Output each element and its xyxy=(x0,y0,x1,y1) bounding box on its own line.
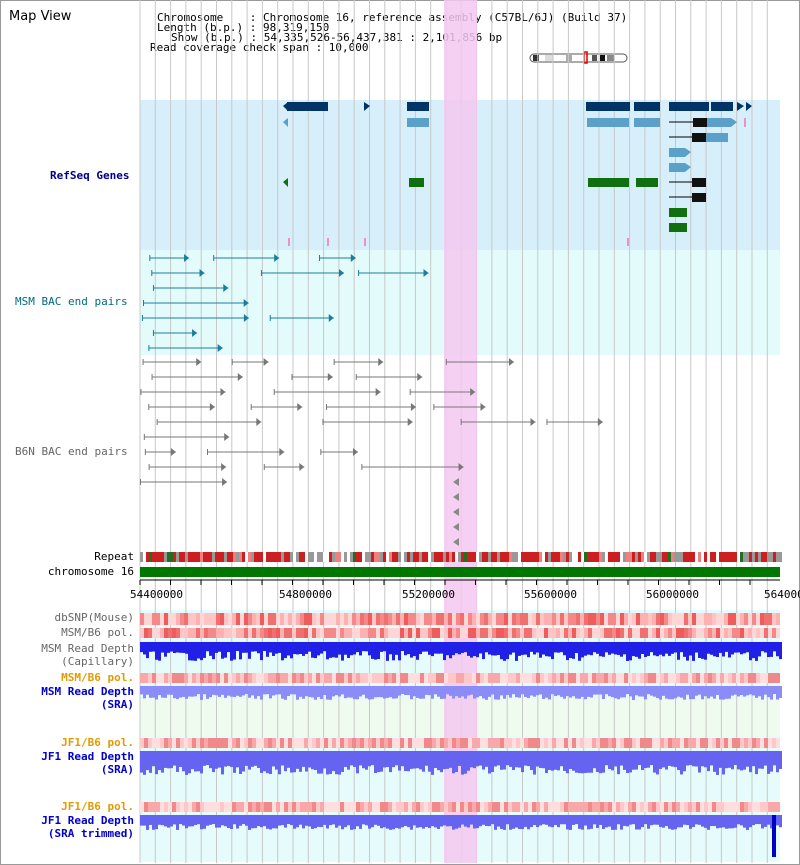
jf1-depth-trimmed-label[interactable]: JF1 Read Depth xyxy=(41,814,134,827)
axis-tick-label: 54800000 xyxy=(279,588,332,601)
axis-tick-label: 54400000 xyxy=(130,588,183,601)
refseq-track-label[interactable]: RefSeq Genes xyxy=(50,169,130,182)
axis-tick-label: 56400000 xyxy=(764,588,800,601)
axis-tick-label: 55200000 xyxy=(402,588,455,601)
msm-pol-sra-label[interactable]: MSM/B6 pol. xyxy=(61,671,134,684)
jf1-depth-sra-sublabel: (SRA) xyxy=(100,763,134,776)
msm-bac-features[interactable] xyxy=(141,254,429,352)
msm-pol-track-label[interactable]: MSM/B6 pol. xyxy=(61,626,134,639)
length-info: Length (b.p.) : 98,319,150 xyxy=(157,21,330,34)
msm-depth-sra-sublabel: (SRA) xyxy=(100,698,134,711)
msm-depth-capillary-label[interactable]: MSM Read Depth xyxy=(41,642,134,655)
repeat-track-label[interactable]: Repeat xyxy=(94,550,134,563)
jf1-depth-sra-label[interactable]: JF1 Read Depth xyxy=(41,750,134,763)
read-depth-bars[interactable] xyxy=(140,642,782,857)
jf1-pol-label[interactable]: JF1/B6 pol. xyxy=(61,736,134,749)
dbsnp-track-label[interactable]: dbSNP(Mouse) xyxy=(54,611,134,624)
variation-heat-strips[interactable] xyxy=(140,613,780,812)
grid-lines xyxy=(139,0,768,863)
chromosome-ideogram[interactable] xyxy=(529,51,628,64)
b6n-bac-track-label[interactable]: B6N BAC end pairs xyxy=(15,445,128,458)
chromosome-bar[interactable] xyxy=(140,567,780,577)
repeat-track[interactable] xyxy=(140,552,782,562)
coverage-span-info: Read coverage check span : 10,000 xyxy=(150,41,369,54)
selected-region-highlight[interactable] xyxy=(444,0,477,863)
jf1-pol-trimmed-label[interactable]: JF1/B6 pol. xyxy=(61,800,134,813)
axis-tick-label: 56000000 xyxy=(646,588,699,601)
msm-depth-capillary-sublabel: (Capillary) xyxy=(61,655,134,668)
coordinate-axis xyxy=(139,579,780,585)
jf1-depth-trimmed-sublabel: (SRA trimmed) xyxy=(47,827,134,840)
axis-tick-label: 55600000 xyxy=(524,588,577,601)
msm-bac-track-label[interactable]: MSM BAC end pairs xyxy=(15,295,128,308)
refseq-gene-models[interactable] xyxy=(283,102,752,246)
msm-depth-sra-label[interactable]: MSM Read Depth xyxy=(41,685,134,698)
chromosome-track-label[interactable]: chromosome 16 xyxy=(47,565,134,578)
b6n-bac-features[interactable] xyxy=(139,358,603,546)
panel-title: Map View xyxy=(9,9,72,24)
